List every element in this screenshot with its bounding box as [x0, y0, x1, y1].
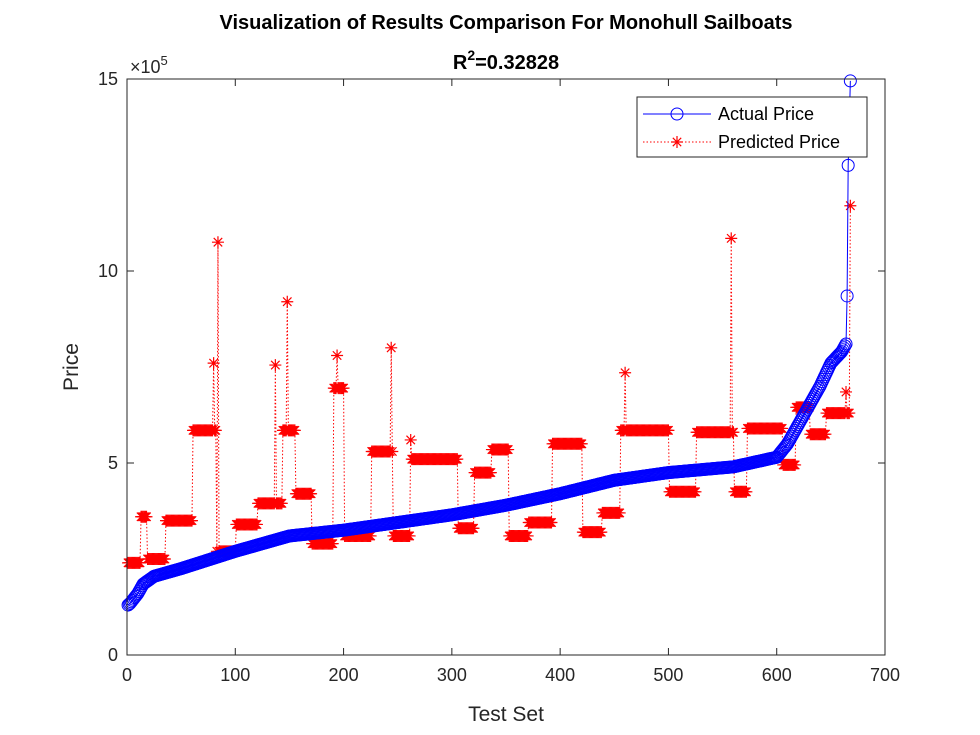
x-tick-label: 300	[437, 665, 467, 685]
predicted-price-point	[840, 385, 853, 398]
predicted-price-point	[337, 382, 350, 395]
axes-box	[126, 78, 886, 656]
predicted-price-point	[386, 445, 399, 458]
legend-actual-label: Actual Price	[718, 104, 814, 124]
predicted-price-point	[619, 366, 632, 379]
predicted-price-point	[305, 487, 318, 500]
predicted-price-point	[269, 359, 282, 372]
x-tick-label: 200	[329, 665, 359, 685]
x-tick-label: 0	[122, 665, 132, 685]
predicted-price-point	[140, 510, 153, 523]
chart-title: Visualization of Results Comparison For …	[219, 12, 792, 34]
legend: Actual Price Predicted Price	[636, 96, 868, 158]
predicted-price-point	[331, 349, 344, 362]
legend-predicted-marker	[671, 136, 683, 148]
predicted-price-point	[844, 199, 857, 212]
predicted-price-point	[575, 437, 588, 450]
predicted-price-point	[207, 357, 220, 370]
y-tick-label: 0	[108, 645, 118, 665]
actual-price-point	[843, 74, 857, 88]
predicted-price-point	[613, 506, 626, 519]
actual-price-point	[830, 349, 844, 363]
predicted-price-point	[595, 526, 608, 539]
predicted-price-point	[451, 453, 464, 466]
predicted-price-point	[689, 485, 702, 498]
predicted-price-point	[662, 424, 675, 437]
predicted-price-point	[502, 443, 515, 456]
predicted-price-point	[250, 518, 263, 531]
y-axis-ticks: 0 5 10 15	[98, 69, 885, 665]
predicted-price-point	[725, 232, 738, 245]
predicted-price-point	[521, 529, 534, 542]
actual-price-point	[837, 341, 851, 355]
predicted-price-point	[185, 514, 198, 527]
predicted-price-point	[484, 466, 497, 479]
predicted-price-point	[158, 553, 171, 565]
y-tick-label: 10	[98, 261, 118, 281]
actual-price-point	[811, 383, 825, 397]
x-axis-ticks: 0 100 200 300 400 500 600 700	[122, 79, 900, 685]
predicted-price-point	[288, 424, 301, 437]
predicted-price-point	[467, 522, 480, 535]
legend-box	[636, 96, 868, 158]
r-squared-value: =0.32828	[475, 52, 559, 74]
legend-predicted-label: Predicted Price	[718, 132, 840, 152]
plot-area	[127, 79, 885, 655]
predicted-price-point	[364, 529, 377, 542]
x-tick-label: 600	[762, 665, 792, 685]
chart-subtitle: R2=0.32828	[453, 47, 559, 74]
series-layer	[121, 74, 857, 612]
predicted-price-point	[819, 428, 832, 441]
predicted-price-point	[727, 426, 740, 439]
predicted-price-point	[403, 529, 416, 542]
predicted-price-point	[776, 422, 789, 435]
y-tick-label: 5	[108, 453, 118, 473]
predicted-price-point	[740, 485, 753, 498]
r-squared-exponent: 2	[467, 47, 475, 63]
predicted-price-point	[326, 537, 339, 550]
actual-price-point	[841, 158, 855, 172]
y-tick-label: 15	[98, 69, 118, 89]
predicted-price-point	[133, 556, 146, 569]
actual-price-point	[840, 289, 854, 303]
predicted-price-point	[275, 497, 288, 510]
predicted-price-point	[545, 516, 558, 529]
actual-price-point	[838, 339, 852, 353]
x-tick-label: 100	[220, 665, 250, 685]
x-tick-label: 700	[870, 665, 900, 685]
predicted-price-point	[281, 295, 294, 308]
predicted-price-point	[789, 458, 802, 471]
legend-actual-marker	[670, 107, 684, 121]
x-axis-label: Test Set	[468, 703, 544, 726]
x-tick-label: 400	[545, 665, 575, 685]
r-squared-symbol: R	[453, 52, 468, 74]
predicted-price-point	[385, 341, 398, 354]
actual-price-point	[839, 337, 853, 351]
predicted-price-point	[843, 407, 856, 420]
predicted-price-point	[211, 236, 224, 249]
y-axis-multiplier: ×105	[130, 53, 168, 77]
x-tick-label: 500	[653, 665, 683, 685]
predicted-price-point	[404, 433, 417, 446]
y-axis-label: Price	[60, 343, 83, 391]
predicted-price-point	[209, 424, 222, 437]
